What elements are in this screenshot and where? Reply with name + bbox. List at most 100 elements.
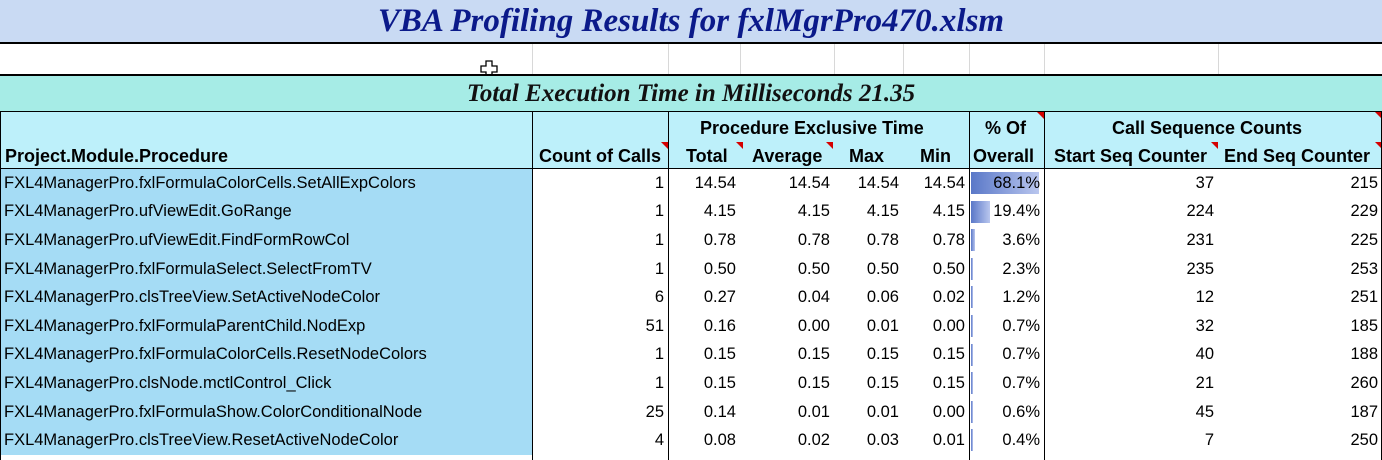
end-seq-cell[interactable]: 229 — [1218, 197, 1382, 227]
start-seq-cell[interactable]: 37 — [1044, 169, 1218, 198]
max-cell[interactable]: 4.15 — [834, 197, 903, 227]
table-row[interactable]: FXL4ManagerPro.clsNode.mctlControl_Click… — [0, 369, 1382, 398]
end-seq-cell[interactable]: 188 — [1218, 340, 1382, 370]
total-cell[interactable]: 0.27 — [668, 283, 740, 312]
average-cell[interactable]: 0.00 — [740, 312, 834, 341]
max-cell[interactable]: 0.15 — [834, 369, 903, 398]
table-row[interactable]: FXL4ManagerPro.fxlFormulaShow.ColorCondi… — [0, 397, 1382, 427]
average-cell[interactable]: 0.02 — [740, 426, 834, 455]
count-cell[interactable]: 1 — [532, 197, 668, 227]
max-cell[interactable]: 0.15 — [834, 340, 903, 370]
blank-row[interactable] — [0, 44, 1382, 74]
pct-overall-cell[interactable]: 0.7% — [969, 312, 1044, 341]
min-cell[interactable]: 0.02 — [903, 283, 969, 312]
min-cell[interactable]: 0.15 — [903, 340, 969, 370]
header-procedure[interactable]: Project.Module.Procedure — [0, 112, 532, 168]
count-cell[interactable]: 1 — [532, 369, 668, 398]
max-cell[interactable]: 0.50 — [834, 254, 903, 284]
start-seq-cell[interactable]: 231 — [1044, 226, 1218, 255]
count-cell[interactable]: 25 — [532, 397, 668, 427]
total-cell[interactable]: 0.08 — [668, 426, 740, 455]
max-cell[interactable]: 0.01 — [834, 312, 903, 341]
procedure-cell[interactable]: FXL4ManagerPro.fxlFormulaShow.ColorCondi… — [0, 397, 532, 427]
total-cell[interactable]: 0.15 — [668, 369, 740, 398]
header-exclusive-group[interactable]: Procedure Exclusive Time Total Average M… — [668, 112, 969, 168]
table-row[interactable]: FXL4ManagerPro.fxlFormulaSelect.SelectFr… — [0, 254, 1382, 284]
start-seq-cell[interactable]: 224 — [1044, 197, 1218, 227]
min-cell[interactable]: 0.50 — [903, 254, 969, 284]
procedure-cell[interactable]: FXL4ManagerPro.clsTreeView.ResetActiveNo… — [0, 426, 532, 455]
pct-overall-cell[interactable]: 1.2% — [969, 283, 1044, 312]
procedure-cell[interactable]: FXL4ManagerPro.fxlFormulaSelect.SelectFr… — [0, 254, 532, 284]
count-cell[interactable]: 51 — [532, 312, 668, 341]
procedure-cell[interactable]: FXL4ManagerPro.fxlFormulaColorCells.Rese… — [0, 340, 532, 370]
table-row[interactable]: FXL4ManagerPro.clsTreeView.ResetActiveNo… — [0, 426, 1382, 455]
table-row[interactable]: FXL4ManagerPro.ufViewEdit.GoRange 1 4.15 4.… — [0, 197, 1382, 227]
start-seq-cell[interactable]: 40 — [1044, 340, 1218, 370]
min-cell[interactable]: 4.15 — [903, 197, 969, 227]
table-row[interactable]: FXL4ManagerPro.fxlFormulaColorCells.SetA… — [0, 169, 1382, 198]
count-cell[interactable]: 1 — [532, 226, 668, 255]
table-row[interactable]: FXL4ManagerPro.clsTreeView.SetActiveNode… — [0, 283, 1382, 312]
procedure-cell[interactable]: FXL4ManagerPro.fxlFormulaParentChild.Nod… — [0, 312, 532, 341]
total-cell[interactable]: 0.16 — [668, 312, 740, 341]
count-cell[interactable]: 4 — [532, 426, 668, 455]
procedure-cell[interactable]: FXL4ManagerPro.clsTreeView.SetActiveNode… — [0, 283, 532, 312]
count-cell[interactable]: 1 — [532, 169, 668, 198]
procedure-cell[interactable]: FXL4ManagerPro.ufViewEdit.FindFormRowCol — [0, 226, 532, 255]
end-seq-cell[interactable]: 185 — [1218, 312, 1382, 341]
start-seq-cell[interactable]: 12 — [1044, 283, 1218, 312]
pct-overall-cell[interactable]: 3.6% — [969, 226, 1044, 255]
pct-overall-cell[interactable]: 0.4% — [969, 426, 1044, 455]
average-cell[interactable]: 0.78 — [740, 226, 834, 255]
start-seq-cell[interactable]: 235 — [1044, 254, 1218, 284]
min-cell[interactable]: 0.01 — [903, 426, 969, 455]
count-cell[interactable]: 6 — [532, 283, 668, 312]
max-cell[interactable]: 0.03 — [834, 426, 903, 455]
total-cell[interactable]: 0.14 — [668, 397, 740, 427]
table-row[interactable]: FXL4ManagerPro.ufViewEdit.FindFormRowCol… — [0, 226, 1382, 255]
header-pct-overall[interactable]: % Of Overall — [969, 112, 1044, 168]
header-count-of-calls[interactable]: Count of Calls — [532, 112, 668, 168]
end-seq-cell[interactable]: 215 — [1218, 169, 1382, 198]
count-cell[interactable]: 1 — [532, 254, 668, 284]
average-cell[interactable]: 14.54 — [740, 169, 834, 198]
max-cell[interactable]: 0.78 — [834, 226, 903, 255]
end-seq-cell[interactable]: 251 — [1218, 283, 1382, 312]
average-cell[interactable]: 0.04 — [740, 283, 834, 312]
average-cell[interactable]: 0.01 — [740, 397, 834, 427]
end-seq-cell[interactable]: 253 — [1218, 254, 1382, 284]
pct-overall-cell[interactable]: 68.1% — [969, 169, 1044, 198]
procedure-cell[interactable]: FXL4ManagerPro.clsNode.mctlControl_Click — [0, 369, 532, 398]
max-cell[interactable]: 14.54 — [834, 169, 903, 198]
min-cell[interactable]: 0.15 — [903, 369, 969, 398]
end-seq-cell[interactable]: 187 — [1218, 397, 1382, 427]
table-row[interactable]: FXL4ManagerPro.fxlFormulaParentChild.Nod… — [0, 312, 1382, 341]
pct-overall-cell[interactable]: 19.4% — [969, 197, 1044, 227]
count-cell[interactable]: 1 — [532, 340, 668, 370]
pct-overall-cell[interactable]: 0.6% — [969, 397, 1044, 427]
header-call-sequence-group[interactable]: Call Sequence Counts Start Seq Counter E… — [1044, 112, 1382, 168]
average-cell[interactable]: 0.15 — [740, 369, 834, 398]
min-cell[interactable]: 14.54 — [903, 169, 969, 198]
end-seq-cell[interactable]: 250 — [1218, 426, 1382, 455]
max-cell[interactable]: 0.01 — [834, 397, 903, 427]
end-seq-cell[interactable]: 225 — [1218, 226, 1382, 255]
pct-overall-cell[interactable]: 0.7% — [969, 340, 1044, 370]
average-cell[interactable]: 0.50 — [740, 254, 834, 284]
start-seq-cell[interactable]: 21 — [1044, 369, 1218, 398]
average-cell[interactable]: 4.15 — [740, 197, 834, 227]
min-cell[interactable]: 0.00 — [903, 397, 969, 427]
total-cell[interactable]: 0.78 — [668, 226, 740, 255]
total-cell[interactable]: 14.54 — [668, 169, 740, 198]
min-cell[interactable]: 0.78 — [903, 226, 969, 255]
total-cell[interactable]: 0.15 — [668, 340, 740, 370]
procedure-cell[interactable]: FXL4ManagerPro.fxlFormulaColorCells.SetA… — [0, 169, 532, 198]
table-row[interactable]: FXL4ManagerPro.fxlFormulaColorCells.Rese… — [0, 340, 1382, 370]
average-cell[interactable]: 0.15 — [740, 340, 834, 370]
max-cell[interactable]: 0.06 — [834, 283, 903, 312]
total-cell[interactable]: 4.15 — [668, 197, 740, 227]
pct-overall-cell[interactable]: 0.7% — [969, 369, 1044, 398]
total-execution-row[interactable]: Total Execution Time in Milliseconds 21.… — [0, 74, 1382, 112]
start-seq-cell[interactable]: 7 — [1044, 426, 1218, 455]
